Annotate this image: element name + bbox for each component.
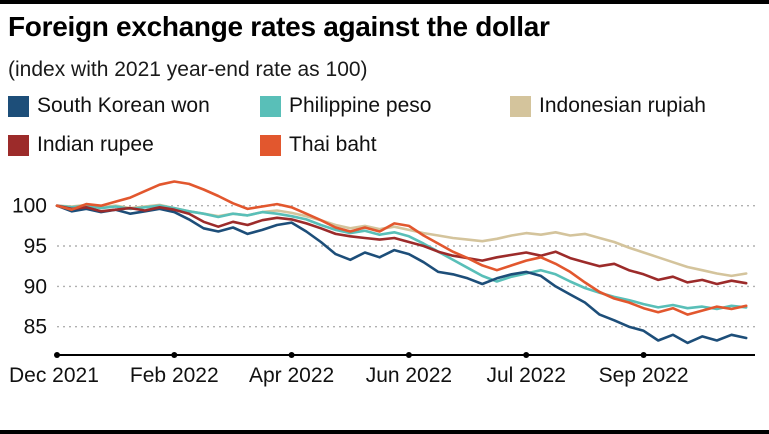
chart-title: Foreign exchange rates against the dolla…	[8, 11, 550, 42]
x-tick-label: Apr 2022	[249, 364, 334, 387]
legend-swatch-thai-baht	[260, 134, 281, 156]
series-line-philippine-peso	[55, 204, 748, 311]
y-tick-label: 95	[24, 235, 47, 258]
axis-tick-dot	[640, 352, 647, 358]
y-tick-label: 85	[24, 316, 47, 339]
legend-label: South Korean won	[37, 94, 210, 117]
series-line-indian-rupee	[55, 204, 748, 286]
y-tick-label: 90	[24, 275, 47, 298]
legend: South Korean won Philippine peso Indonesia…	[8, 94, 765, 157]
series-line-south-korean-won	[55, 204, 748, 345]
legend-item-thai-baht: Thai baht	[260, 133, 510, 157]
series-line-thai-baht	[55, 180, 748, 316]
legend-swatch-indonesian-rupiah	[510, 95, 531, 117]
chart-subtitle: (index with 2021 year-end rate as 100)	[8, 58, 368, 81]
legend-label: Philippine peso	[289, 94, 432, 117]
axis-tick-dot	[523, 352, 530, 358]
legend-label: Thai baht	[289, 133, 377, 156]
y-tick-label: 100	[12, 195, 47, 218]
legend-item-indonesian-rupiah: Indonesian rupiah	[510, 94, 765, 118]
legend-swatch-philippine-peso	[260, 95, 281, 117]
x-tick-label: Sep 2022	[599, 364, 689, 387]
x-tick-label: Jun 2022	[366, 364, 452, 387]
bottom-border-rule	[0, 430, 769, 434]
top-border-rule	[0, 0, 769, 4]
x-tick-label: Feb 2022	[130, 364, 219, 387]
legend-item-philippine-peso: Philippine peso	[260, 94, 510, 118]
axis-tick-dot	[54, 352, 60, 358]
legend-swatch-indian-rupee	[8, 134, 29, 156]
legend-label: Indian rupee	[37, 133, 154, 156]
axis-tick-dot	[171, 352, 178, 358]
axis-tick-dot	[405, 352, 412, 358]
legend-label: Indonesian rupiah	[539, 94, 706, 117]
legend-swatch-south-korean-won	[8, 95, 29, 117]
x-tick-label: Jul 2022	[486, 364, 565, 387]
legend-item-indian-rupee: Indian rupee	[8, 133, 260, 157]
x-tick-label: Dec 2021	[9, 364, 99, 387]
legend-item-south-korean-won: South Korean won	[8, 94, 260, 118]
axis-tick-dot	[288, 352, 295, 358]
line-chart: 85 90 95 100 Dec 2021 Feb 2022 Apr 2022 Jun 202…	[9, 180, 755, 387]
